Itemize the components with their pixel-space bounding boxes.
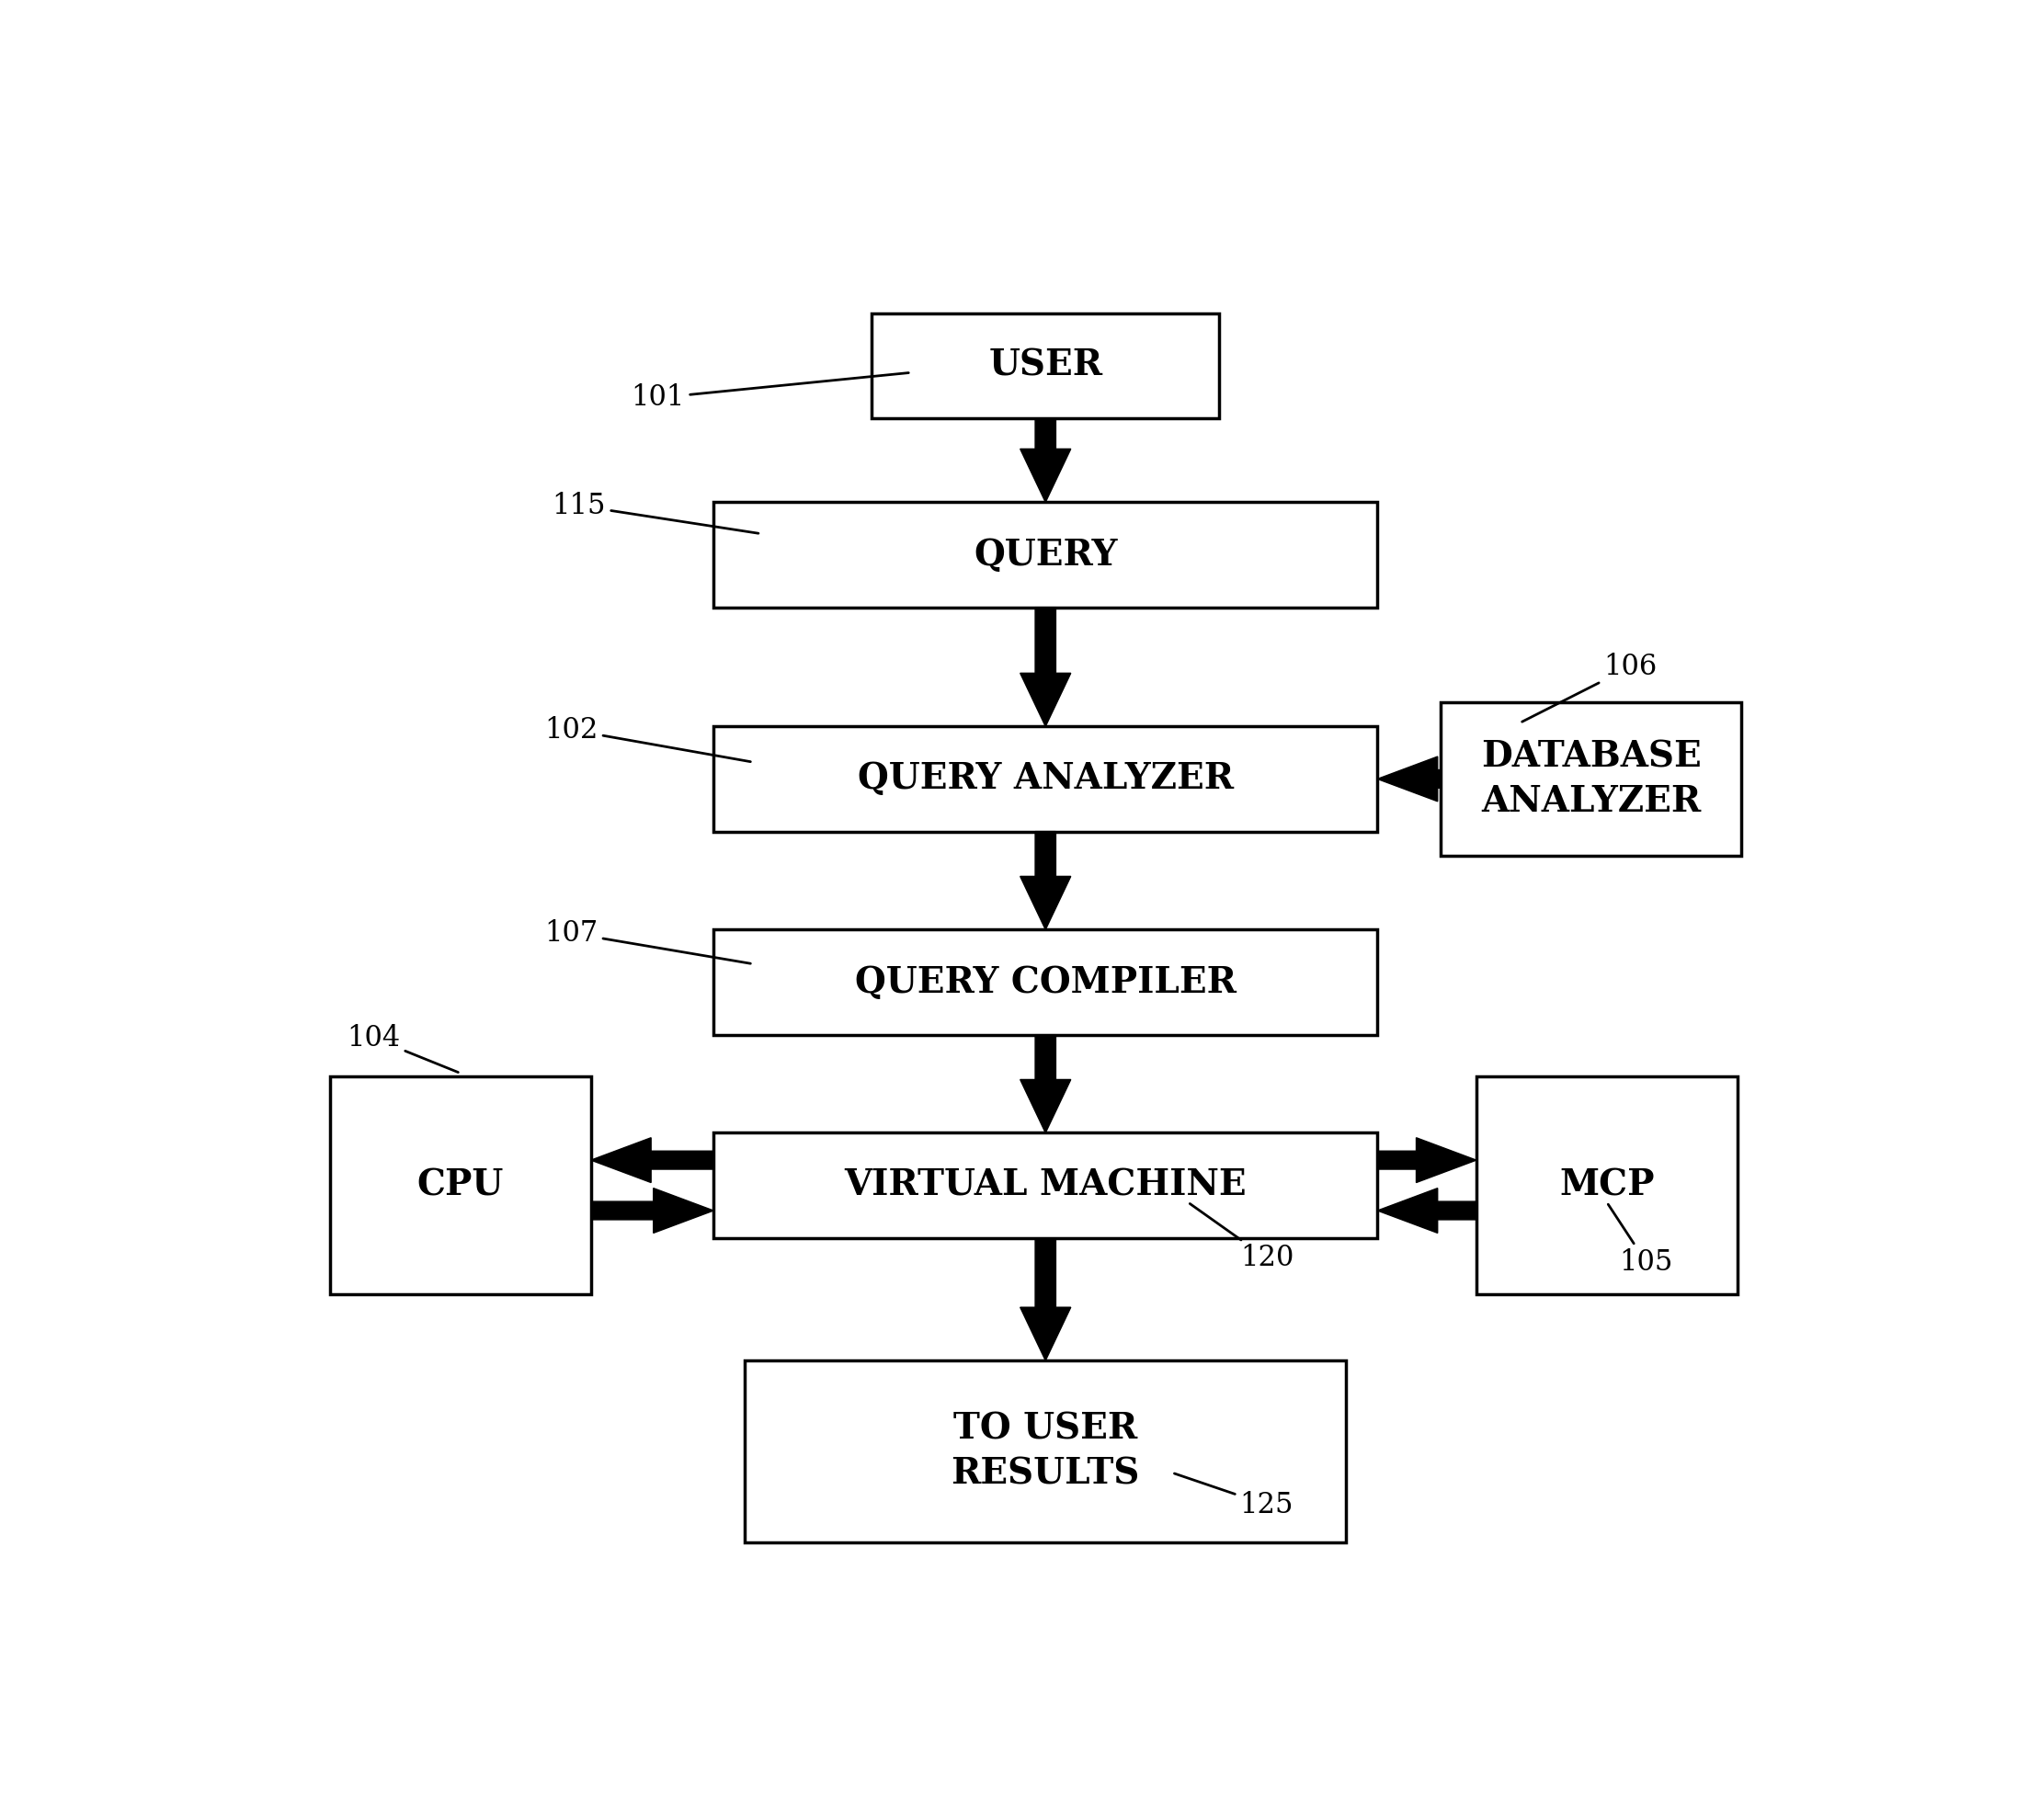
Polygon shape (1020, 608, 1071, 726)
Text: 115: 115 (553, 491, 759, 533)
Text: QUERY COMPILER: QUERY COMPILER (855, 965, 1236, 999)
Text: 106: 106 (1522, 653, 1656, 723)
Text: TO USER: TO USER (953, 1412, 1138, 1447)
Polygon shape (1377, 1138, 1477, 1183)
Polygon shape (1020, 1036, 1071, 1132)
Text: 107: 107 (545, 919, 751, 963)
Bar (1440, 703, 1742, 855)
Text: 101: 101 (630, 373, 908, 411)
Bar (714, 726, 1377, 832)
Bar (1477, 1077, 1738, 1294)
Polygon shape (1020, 419, 1071, 502)
Bar (330, 1077, 592, 1294)
Text: DATABASE: DATABASE (1481, 739, 1701, 774)
Text: RESULTS: RESULTS (951, 1456, 1140, 1492)
Polygon shape (1377, 757, 1440, 801)
Text: 104: 104 (347, 1025, 459, 1072)
Text: ANALYZER: ANALYZER (1481, 784, 1701, 819)
Polygon shape (1020, 832, 1071, 930)
Bar (714, 1132, 1377, 1238)
Text: CPU: CPU (416, 1168, 504, 1203)
Text: VIRTUAL MACHINE: VIRTUAL MACHINE (845, 1168, 1246, 1203)
Polygon shape (1020, 1238, 1071, 1361)
Polygon shape (1377, 1188, 1477, 1232)
Text: 105: 105 (1608, 1205, 1673, 1276)
Polygon shape (592, 1188, 714, 1232)
Text: MCP: MCP (1559, 1168, 1654, 1203)
Bar (745, 1361, 1346, 1543)
Polygon shape (592, 1138, 714, 1183)
Bar (714, 930, 1377, 1036)
Bar (714, 502, 1377, 608)
Text: QUERY: QUERY (973, 537, 1118, 571)
Text: QUERY ANALYZER: QUERY ANALYZER (857, 761, 1234, 797)
Text: 102: 102 (545, 715, 751, 763)
Text: 120: 120 (1189, 1203, 1293, 1272)
Bar (871, 313, 1220, 419)
Text: USER: USER (989, 348, 1102, 382)
Text: 125: 125 (1175, 1474, 1293, 1520)
